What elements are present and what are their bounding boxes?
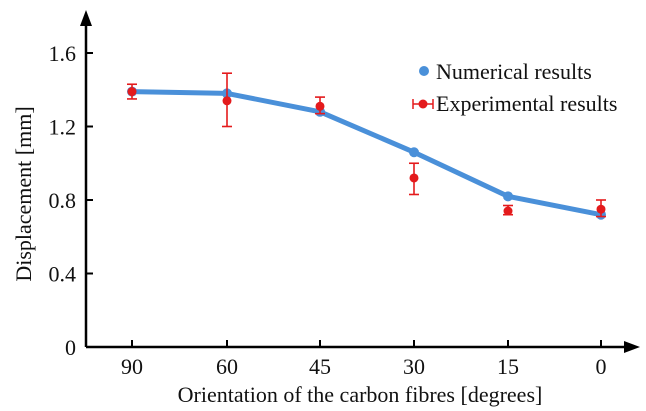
series-experimental [127, 72, 606, 218]
legend-item-numerical: Numerical results [419, 59, 592, 84]
y-tick-label: 1.6 [49, 41, 77, 66]
x-tick-label: 30 [403, 354, 425, 379]
y-tick-label: 0.8 [49, 188, 77, 213]
x-tick-label: 0 [596, 354, 607, 379]
legend-marker-numerical [419, 66, 429, 76]
experimental-point [409, 173, 419, 183]
x-axis-title: Orientation of the carbon fibres [degree… [178, 382, 543, 407]
experimental-point [315, 101, 325, 111]
x-tick-label: 15 [497, 354, 519, 379]
y-tick-label: 1.2 [49, 115, 77, 140]
y-tick-label: 0 [65, 335, 76, 360]
legend-marker-experimental [418, 99, 428, 109]
legend: Numerical results Experimental results [412, 59, 617, 116]
experimental-point [222, 96, 232, 106]
x-tick-label: 60 [216, 354, 238, 379]
experimental-point [596, 204, 606, 214]
x-ticks: 90 60 45 30 15 0 [121, 340, 607, 379]
x-axis-arrow [624, 341, 640, 353]
experimental-point [503, 206, 513, 216]
legend-label-experimental: Experimental results [436, 91, 617, 116]
legend-item-experimental: Experimental results [412, 91, 617, 116]
numerical-point [409, 147, 419, 158]
y-axis-title: Displacement [mm] [11, 106, 36, 281]
experimental-point [127, 87, 137, 97]
numerical-line [129, 89, 604, 218]
y-tick-label: 0.4 [49, 262, 77, 287]
x-tick-label: 90 [121, 354, 143, 379]
x-tick-label: 45 [309, 354, 331, 379]
numerical-point [503, 191, 513, 202]
y-axis [80, 10, 92, 347]
legend-label-numerical: Numerical results [436, 59, 592, 84]
y-axis-arrow [80, 10, 92, 26]
x-axis [86, 341, 640, 353]
y-ticks: 0 0.4 0.8 1.2 1.6 [49, 41, 93, 360]
